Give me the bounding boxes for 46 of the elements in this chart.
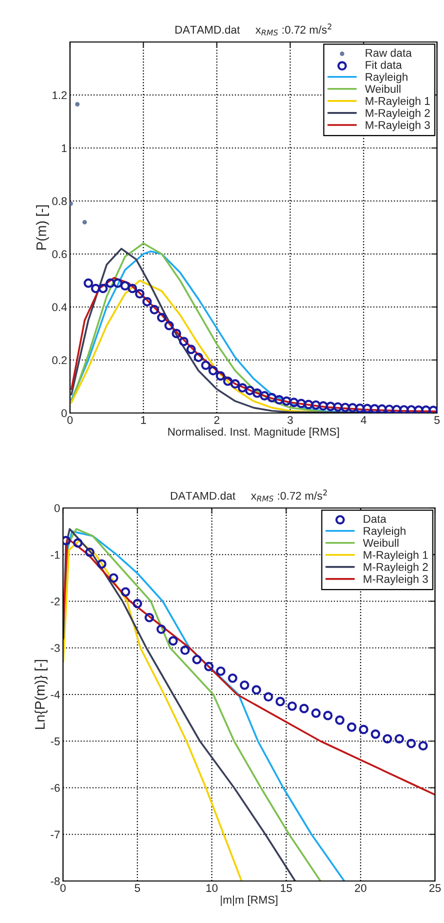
y-tick-label: -7 [50,830,60,838]
y-tick-label: -2 [50,598,60,606]
x-tick-label: 15 [280,884,292,892]
legend-label: M-Rayleigh 3 [364,574,428,586]
y-tick-label: -5 [50,738,60,746]
legend-label: Data [364,515,386,523]
x-tick-label: 10 [206,884,218,892]
legend-label: M-Rayleigh 2 [366,108,430,120]
x-tick-label: 20 [354,884,366,892]
legend-label: Fit data [366,60,402,69]
legend-label: M-Rayleigh 3 [366,120,430,132]
x-tick-label: 1 [141,416,146,424]
y-tick-label: 0.8 [52,197,67,206]
y-axis-title: Ln{P(m)} [-] [34,660,48,729]
chart-title: DATAMD.dat x$_{RMS}$ :0.72 m/s$^{2}$ [175,24,332,36]
y-tick-label: 1.2 [52,91,67,100]
legend-label: Weibull [362,538,398,547]
y-tick-label: 0.4 [52,303,67,312]
x-axis-title: |m|m [RMS] [220,896,278,906]
legend-label: Raw data [366,48,412,57]
y-axis-title: P(m) [-] [36,205,49,250]
x-tick-label: 25 [429,884,441,892]
legend-label: M-Rayleigh 1 [366,96,430,108]
legend-label: Rayleigh [364,526,406,538]
x-tick-label: 0 [67,416,73,424]
x-tick-label: 5 [434,416,440,424]
chart-title: DATAMD.dat x$_{RMS}$ :0.72 m/s$^{2}$ [170,490,327,502]
legend-label: Weibull [364,84,400,93]
y-tick-label: -4 [50,690,60,699]
y-tick-label: 1 [62,144,67,152]
legend-label: Rayleigh [366,72,408,84]
y-tick-label: -8 [50,877,60,886]
y-tick-label: 0 [61,409,67,418]
x-tick-label: 3 [288,416,293,424]
y-tick-label: 0.2 [52,356,67,364]
legend-label: M-Rayleigh 2 [364,562,428,574]
y-tick-label: -3 [50,644,60,652]
y-tick-label: 0 [54,504,60,512]
y-tick-label: -1 [50,551,60,559]
x-tick-label: 2 [214,416,220,424]
x-tick-label: 4 [360,416,366,424]
x-tick-label: 5 [134,884,140,892]
y-tick-label: 0.6 [52,250,67,258]
x-axis-title: Normalised. Inst. Magnitude [RMS] [168,428,339,438]
legend-label: M-Rayleigh 1 [364,550,428,562]
y-tick-label: -6 [50,784,60,792]
